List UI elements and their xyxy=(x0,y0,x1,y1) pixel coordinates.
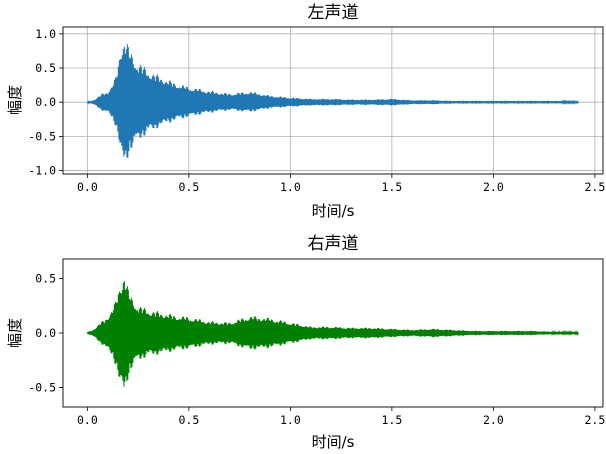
right-channel-waveform xyxy=(86,281,579,387)
right-channel-y-axis-label: 幅度 xyxy=(6,318,24,348)
left-channel-y-tick-label: -0.5 xyxy=(28,129,56,143)
left-channel-y-tick-label: -1.0 xyxy=(28,164,56,178)
left-channel-x-tick-label: 1.5 xyxy=(381,180,402,194)
right-channel-x-tick-label: 1.0 xyxy=(280,413,301,427)
right-channel-x-tick-label: 2.0 xyxy=(483,413,504,427)
right-channel-y-tick-label: 0.5 xyxy=(35,272,56,286)
left-channel-x-tick-label: 1.0 xyxy=(280,180,301,194)
right-channel-subplot: 右声道 0.0 0.5 1.0 1.5 2.0 2.5 -0.5 0.0 0.5 时间/s 幅… xyxy=(6,234,605,451)
left-channel-y-ticks: -1.0 -0.5 0.0 0.5 1.0 xyxy=(28,27,63,178)
right-channel-x-ticks: 0.0 0.5 1.0 1.5 2.0 2.5 xyxy=(77,407,605,427)
left-channel-y-tick-label: 1.0 xyxy=(35,27,56,41)
right-channel-waveform-line xyxy=(86,281,579,387)
right-channel-x-tick-label: 0.0 xyxy=(77,413,98,427)
left-channel-x-axis-label: 时间/s xyxy=(312,202,355,220)
left-channel-axes-frame xyxy=(62,26,604,175)
left-channel-title: 左声道 xyxy=(308,3,359,23)
left-channel-x-tick-label: 0.0 xyxy=(77,180,98,194)
left-channel-x-ticks: 0.0 0.5 1.0 1.5 2.0 2.5 xyxy=(77,174,605,194)
right-channel-x-axis-label: 时间/s xyxy=(312,433,355,451)
right-channel-title: 右声道 xyxy=(308,234,359,254)
left-channel-y-tick-label: 0.5 xyxy=(35,61,56,75)
left-channel-y-tick-label: 0.0 xyxy=(35,95,56,109)
left-channel-x-tick-label: 2.0 xyxy=(483,180,504,194)
right-channel-x-tick-label: 0.5 xyxy=(178,413,199,427)
right-channel-y-tick-label: -0.5 xyxy=(28,380,56,394)
right-channel-y-ticks: -0.5 0.0 0.5 xyxy=(28,272,63,394)
left-channel-subplot: 左声道 0.0 0.5 1.0 1.5 2.0 2.5 -1.0 -0.5 0.0 0.5 1.0… xyxy=(6,3,605,220)
left-channel-x-tick-label: 0.5 xyxy=(178,180,199,194)
left-channel-y-axis-label: 幅度 xyxy=(6,85,24,115)
left-channel-waveform xyxy=(86,44,579,158)
right-channel-y-tick-label: 0.0 xyxy=(35,326,56,340)
right-channel-x-tick-label: 1.5 xyxy=(381,413,402,427)
left-channel-waveform-line xyxy=(86,44,579,158)
left-channel-x-tick-label: 2.5 xyxy=(584,180,605,194)
right-channel-x-tick-label: 2.5 xyxy=(584,413,605,427)
